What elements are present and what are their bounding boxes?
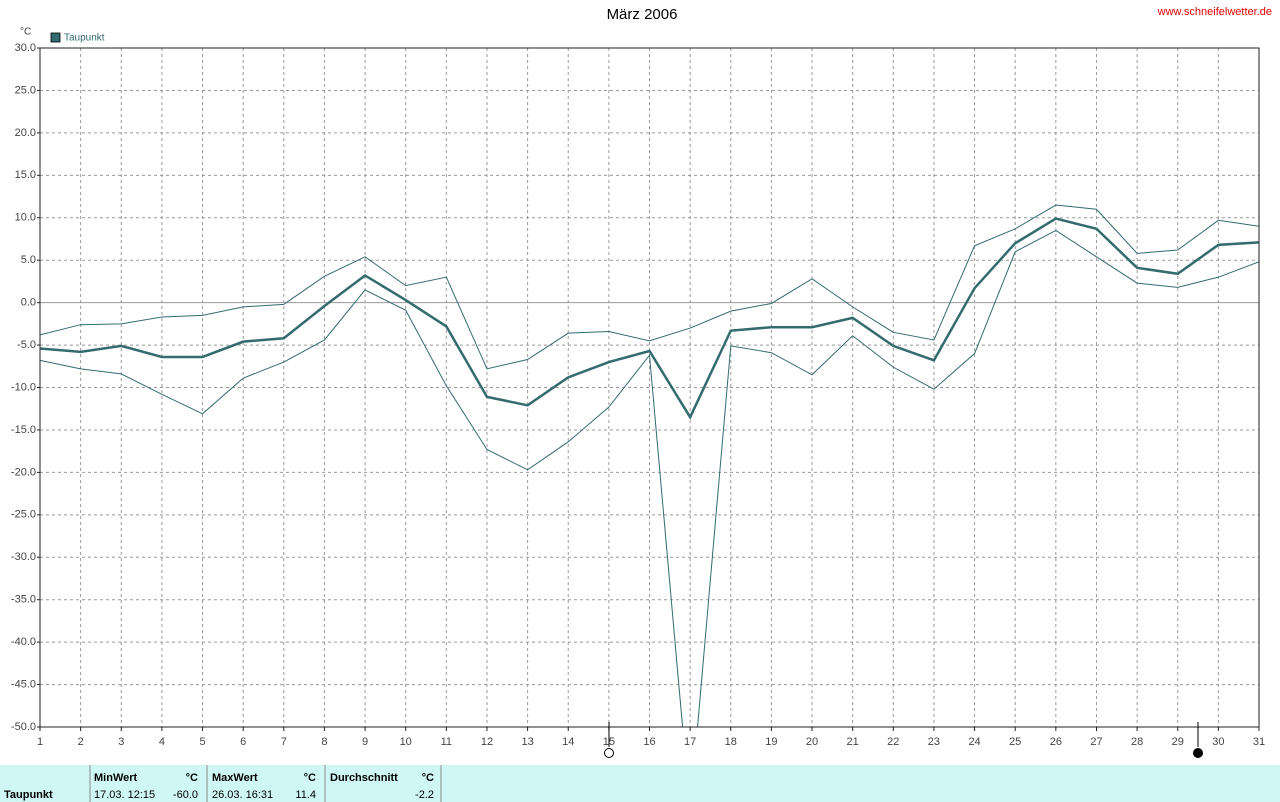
col-value: 11.4 <box>295 789 316 801</box>
x-tick-label: 21 <box>847 736 859 748</box>
col-header: Durchschnitt <box>330 772 398 784</box>
x-tick-label: 20 <box>806 736 818 748</box>
col-unit: °C <box>304 772 316 784</box>
y-tick-label: 20.0 <box>15 127 36 139</box>
series-line <box>40 204 1259 370</box>
x-tick-label: 1 <box>37 736 43 748</box>
x-tick-label: 11 <box>441 736 452 748</box>
x-tick-label: 28 <box>1131 736 1143 748</box>
x-tick-label: 19 <box>765 736 777 748</box>
col-unit: °C <box>422 772 434 784</box>
col-time: 17.03. 12:15 <box>94 789 155 801</box>
y-tick-label: -40.0 <box>11 636 36 648</box>
x-tick-label: 26 <box>1050 736 1062 748</box>
x-tick-label: 27 <box>1090 736 1102 748</box>
x-tick-label: 29 <box>1172 736 1184 748</box>
legend-label: Taupunkt <box>64 33 105 44</box>
x-tick-label: 9 <box>362 736 368 748</box>
summary-bg <box>0 765 1280 802</box>
x-tick-label: 10 <box>400 736 412 748</box>
col-value: -60.0 <box>173 789 198 801</box>
x-tick-label: 14 <box>562 736 574 748</box>
y-tick-label: 25.0 <box>15 84 36 96</box>
y-unit: °C <box>20 27 31 38</box>
col-header: MaxWert <box>212 772 258 784</box>
series-line <box>40 217 1259 420</box>
x-tick-label: 18 <box>725 736 737 748</box>
y-tick-label: -50.0 <box>11 721 36 733</box>
legend-swatch <box>50 32 61 43</box>
col-header: MinWert <box>94 772 138 784</box>
y-tick-label: -20.0 <box>11 466 36 478</box>
full-moon <box>604 748 614 758</box>
x-tick-label: 12 <box>481 736 493 748</box>
y-tick-label: -15.0 <box>11 424 36 436</box>
plot-frame <box>39 47 1260 728</box>
moon-markers <box>604 722 1203 758</box>
y-tick-label: 30.0 <box>15 42 36 54</box>
x-tick-label: 4 <box>159 736 165 748</box>
col-time: 26.03. 16:31 <box>212 789 273 801</box>
chart-title: März 2006 <box>607 6 678 23</box>
x-tick-label: 17 <box>684 736 696 748</box>
grid <box>37 47 1260 731</box>
x-tick-label: 2 <box>78 736 84 748</box>
y-tick-label: 15.0 <box>15 169 36 181</box>
x-tick-label: 5 <box>199 736 205 748</box>
x-tick-label: 25 <box>1009 736 1021 748</box>
x-tick-label: 15 <box>603 736 615 748</box>
x-tick-label: 3 <box>118 736 124 748</box>
y-tick-label: -45.0 <box>11 678 36 690</box>
y-tick-label: -30.0 <box>11 551 36 563</box>
x-tick-label: 30 <box>1212 736 1224 748</box>
y-tick-label: -25.0 <box>11 509 36 521</box>
x-tick-label: 23 <box>928 736 940 748</box>
summary-label: Taupunkt <box>4 789 53 801</box>
x-tick-label: 8 <box>321 736 327 748</box>
y-tick-label: 5.0 <box>21 254 36 266</box>
x-tick-label: 13 <box>521 736 533 748</box>
x-tick-label: 6 <box>240 736 246 748</box>
y-tick-label: 0.0 <box>21 297 36 309</box>
new-moon <box>1193 748 1203 758</box>
series-line <box>40 229 1259 727</box>
y-tick-label: 10.0 <box>15 212 36 224</box>
x-tick-label: 24 <box>968 736 980 748</box>
summary-table: Taupunkt MinWert °C 17.03. 12:15 -60.0 M… <box>0 765 1280 802</box>
col-unit: °C <box>186 772 198 784</box>
source: www.schneifelwetter.de <box>1157 6 1272 18</box>
col-value: -2.2 <box>415 789 434 801</box>
x-tick-label: 16 <box>643 736 655 748</box>
lines <box>40 204 1259 727</box>
x-tick-label: 31 <box>1253 736 1265 748</box>
y-tick-label: -10.0 <box>11 381 36 393</box>
y-tick-label: -35.0 <box>11 594 36 606</box>
x-tick-label: 22 <box>887 736 899 748</box>
x-tick-label: 7 <box>281 736 287 748</box>
y-tick-label: -5.0 <box>17 339 36 351</box>
